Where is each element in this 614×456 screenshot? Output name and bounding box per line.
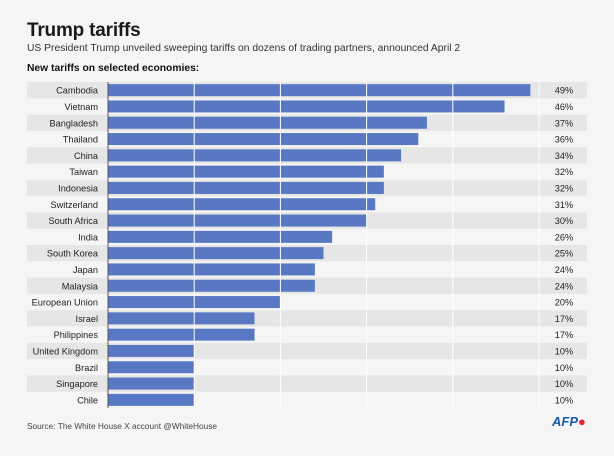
value-label: 10% <box>555 379 573 389</box>
bar-vietnam <box>108 100 505 112</box>
bar-indonesia <box>108 182 384 194</box>
category-label: Bangladesh <box>49 118 98 128</box>
category-label: South Korea <box>47 249 99 259</box>
source-note: Source: The White House X account @White… <box>27 421 217 431</box>
value-label: 10% <box>555 363 573 373</box>
bar-united-kingdom <box>108 345 194 357</box>
value-label: 24% <box>555 265 573 275</box>
bar-taiwan <box>108 166 384 178</box>
value-label: 25% <box>555 249 573 259</box>
category-label: Indonesia <box>58 183 99 193</box>
bar-india <box>108 231 332 243</box>
bar-brazil <box>108 361 194 373</box>
category-label: Malaysia <box>62 281 99 291</box>
category-label: Switzerland <box>51 200 99 210</box>
category-label: India <box>78 232 99 242</box>
value-label: 24% <box>555 281 573 291</box>
value-label: 10% <box>555 395 573 405</box>
afp-logo: AFP● <box>552 414 586 429</box>
bar-malaysia <box>108 280 315 292</box>
bar-chile <box>108 394 194 406</box>
value-label: 17% <box>555 330 573 340</box>
bar-bangladesh <box>108 117 427 129</box>
bar-china <box>108 149 401 161</box>
value-label: 17% <box>555 314 573 324</box>
category-label: Singapore <box>56 379 98 389</box>
category-label: China <box>74 151 99 161</box>
category-label: Cambodia <box>56 86 99 96</box>
value-label: 34% <box>555 151 573 161</box>
value-label: 46% <box>555 102 573 112</box>
category-label: European Union <box>32 298 98 308</box>
value-label: 49% <box>555 86 573 96</box>
category-label: Philippines <box>54 330 99 340</box>
value-label: 32% <box>555 183 573 193</box>
bar-singapore <box>108 378 194 390</box>
bar-japan <box>108 263 315 275</box>
category-label: South Africa <box>48 216 98 226</box>
category-label: Japan <box>73 265 98 275</box>
bar-philippines <box>108 329 255 341</box>
category-label: Thailand <box>63 135 98 145</box>
value-label: 10% <box>555 346 573 356</box>
category-label: Vietnam <box>64 102 98 112</box>
value-label: 20% <box>555 298 573 308</box>
value-label: 36% <box>555 135 573 145</box>
bar-israel <box>108 312 255 324</box>
value-label: 37% <box>555 118 573 128</box>
value-label: 31% <box>555 200 573 210</box>
category-label: United Kingdom <box>33 346 99 356</box>
category-label: Taiwan <box>69 167 98 177</box>
bar-south-korea <box>108 247 324 259</box>
value-label: 30% <box>555 216 573 226</box>
category-label: Chile <box>77 395 98 405</box>
bar-switzerland <box>108 198 375 210</box>
value-label: 32% <box>555 167 573 177</box>
value-label: 26% <box>555 232 573 242</box>
category-label: Brazil <box>75 363 98 373</box>
bar-chart: Cambodia Vietnam Bangladesh Thailand China Ta… <box>0 0 614 456</box>
bar-thailand <box>108 133 418 145</box>
category-label: Israel <box>76 314 98 324</box>
bar-cambodia <box>108 84 530 96</box>
bar-south-africa <box>108 215 367 227</box>
